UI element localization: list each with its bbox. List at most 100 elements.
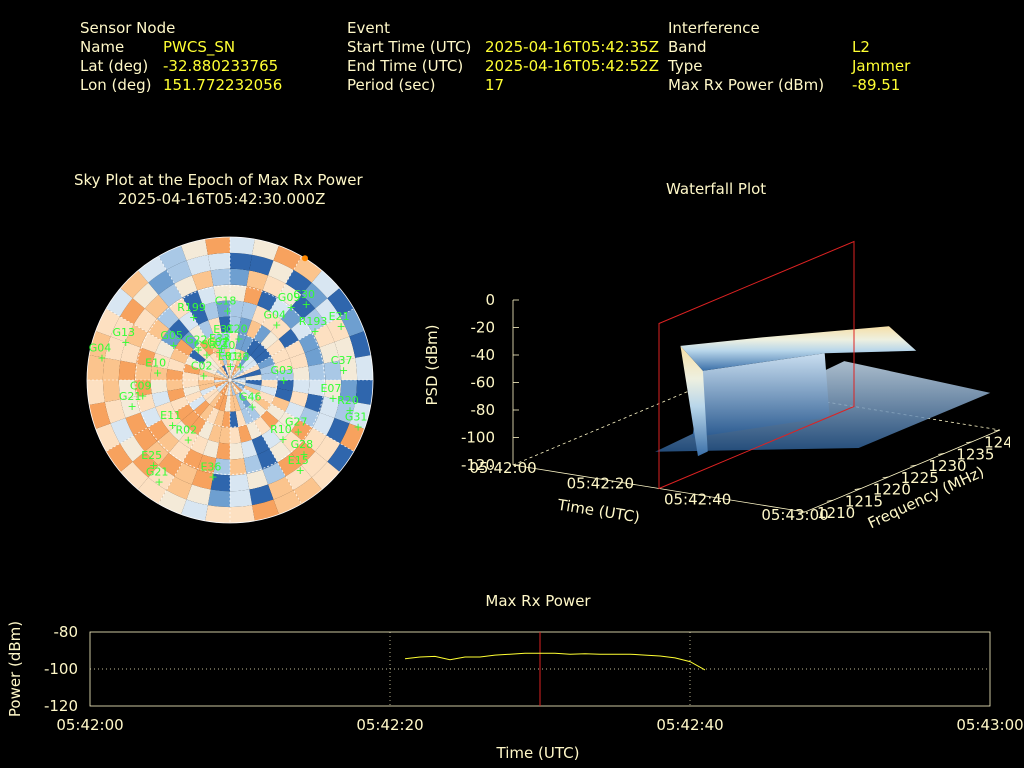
sky-cell	[174, 339, 194, 357]
sky-satellite-marker: +	[149, 459, 158, 472]
sky-cell	[213, 333, 225, 351]
sky-cell	[227, 380, 230, 396]
sky-cell	[150, 366, 168, 380]
sky-cell	[230, 411, 239, 428]
chart-x-label: Time (UTC)	[496, 744, 580, 762]
sky-cell	[235, 333, 247, 351]
wf-z-tick-label: -60	[471, 374, 496, 392]
sky-cell	[230, 377, 246, 380]
sky-cell	[334, 399, 356, 424]
name-value: PWCS_SN	[163, 38, 236, 56]
sky-cell	[198, 374, 215, 380]
sky-satellite-marker: +	[302, 298, 311, 311]
sky-cell	[292, 366, 310, 380]
sky-cell	[254, 349, 272, 365]
sky-cell	[230, 374, 246, 380]
wf-z-tick-label: -80	[471, 401, 496, 419]
sky-cell	[261, 380, 278, 389]
sky-cell	[355, 355, 373, 380]
sky-cell	[230, 380, 236, 396]
sky-cell	[261, 311, 282, 332]
sky-jammer-marker	[301, 255, 308, 262]
sky-cell	[190, 305, 209, 325]
sky-satellite-label: G21	[119, 390, 142, 403]
sky-cell	[244, 369, 262, 378]
sky-cell	[182, 371, 199, 380]
sky-cell	[230, 252, 253, 271]
sky-cell	[242, 387, 258, 401]
sky-cell	[202, 439, 219, 459]
sky-cell	[230, 380, 241, 394]
sky-cell	[251, 305, 270, 325]
sky-cell	[259, 385, 277, 397]
sky-cell	[235, 393, 246, 410]
sky-cell	[230, 369, 244, 380]
sky-satellite-label: C30	[293, 288, 315, 301]
sky-satellite-label: C20	[226, 322, 248, 335]
wf-surface-top	[680, 326, 917, 371]
sky-satellite-marker: +	[202, 348, 211, 361]
sky-satellite-marker: +	[217, 342, 226, 355]
sky-cell	[240, 407, 254, 425]
sky-cell	[133, 427, 157, 452]
sky-cell	[167, 388, 186, 402]
sky-cell	[339, 380, 358, 403]
sky-cell	[208, 317, 222, 336]
wf-freq-tick	[798, 511, 806, 514]
sky-satellite-label: G04	[89, 341, 112, 354]
sky-satellite-label: G05	[160, 329, 183, 342]
sky-cell	[278, 328, 299, 349]
sky-cell	[250, 343, 267, 360]
sky-cell	[166, 368, 184, 380]
wf-time-tick-label: 05:42:40	[664, 490, 731, 508]
sky-cell	[158, 490, 187, 515]
sky-cell	[138, 256, 167, 283]
sky-cell	[170, 348, 189, 364]
sky-cell	[281, 431, 304, 454]
chart-y-label: Power (dBm)	[6, 621, 24, 717]
sky-cell	[178, 311, 199, 332]
sky-cell	[205, 505, 230, 523]
sky-cell	[186, 254, 211, 276]
sky-satellite-marker: +	[153, 366, 162, 379]
sky-satellite-marker: +	[169, 339, 178, 352]
sky-cell	[102, 357, 121, 380]
sky-cell	[242, 359, 258, 373]
sky-cell	[262, 462, 286, 485]
sky-cell	[270, 319, 291, 340]
sky-cell	[304, 393, 324, 413]
sky-cell	[230, 395, 236, 412]
sky-cell	[221, 332, 230, 349]
wf-freq-tick	[966, 441, 973, 444]
sky-cell	[230, 380, 244, 391]
sky-cell	[167, 358, 186, 372]
sky-cell	[148, 269, 175, 295]
chart-y-tick-label: -100	[44, 660, 78, 678]
wf-time-tick-label: 05:42:00	[469, 459, 536, 477]
sky-cell	[166, 476, 192, 500]
sky-cell	[312, 412, 335, 436]
sky-cell	[243, 385, 260, 396]
sky-cell	[285, 465, 312, 491]
sky-cell	[244, 382, 262, 391]
sky-cell	[274, 358, 293, 372]
sky-cell	[273, 490, 302, 515]
sky-cell	[181, 410, 200, 429]
sky-cell	[178, 428, 199, 449]
sky-cell	[87, 380, 105, 405]
sky-cell	[213, 458, 230, 476]
sky-cell	[216, 380, 230, 391]
sky-cell	[355, 380, 373, 405]
sky-satellite-marker: +	[278, 433, 287, 446]
sky-plot: +E01+C40+C07+E33+E31+C20+C58+G22+C38+C18…	[86, 236, 374, 524]
sky-cell	[198, 382, 216, 391]
sky-cell	[339, 357, 358, 380]
sky-cell	[250, 400, 267, 417]
sky-cell	[144, 441, 169, 466]
wf-time-label: Time (UTC)	[555, 496, 641, 527]
sky-cell	[252, 499, 279, 521]
sky-cell	[214, 393, 225, 410]
sky-cell	[230, 380, 243, 393]
sky-cell	[224, 364, 230, 380]
sky-cell	[326, 316, 350, 342]
